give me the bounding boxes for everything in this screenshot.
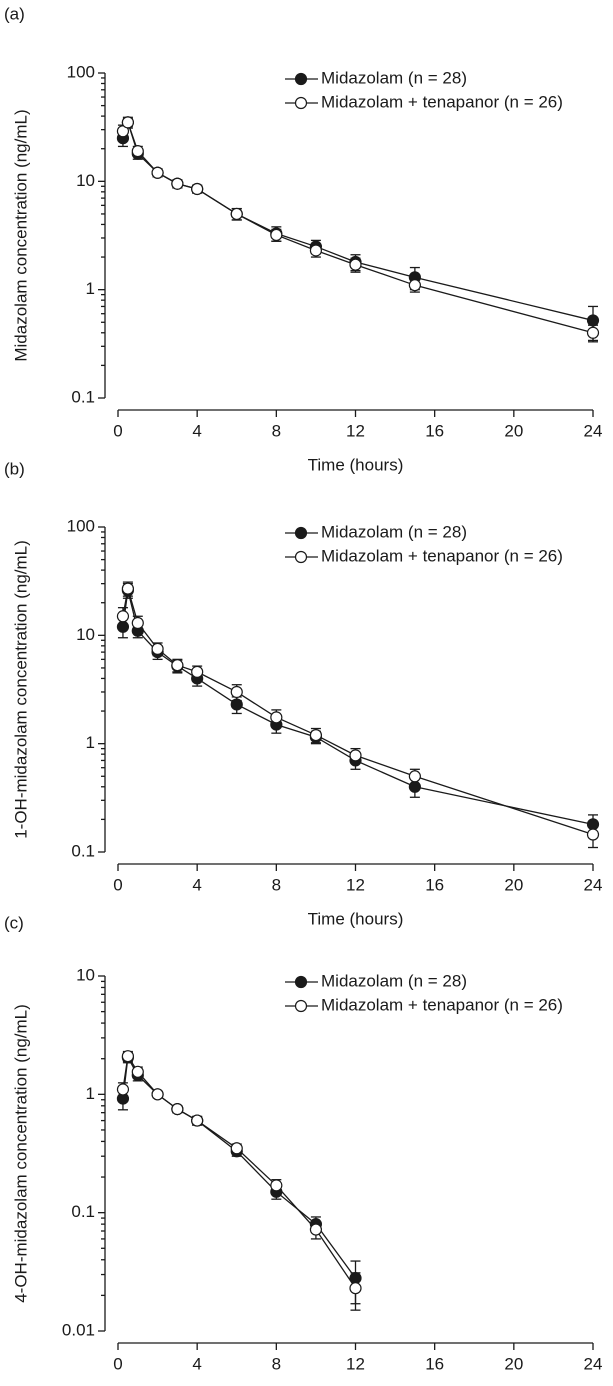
x-tick-label: 4 bbox=[192, 1354, 201, 1373]
x-axis-title: Time (hours) bbox=[308, 909, 404, 928]
y-tick-label: 1 bbox=[86, 733, 95, 752]
panel-label: (a) bbox=[4, 4, 25, 23]
y-tick-label: 100 bbox=[67, 62, 95, 81]
y-tick-label: 100 bbox=[67, 516, 95, 535]
marker bbox=[270, 1179, 283, 1192]
series-line bbox=[122, 1054, 357, 1289]
legend-label: Midazolam + tenapanor (n = 26) bbox=[321, 92, 563, 111]
marker bbox=[309, 728, 323, 742]
marker bbox=[230, 1142, 243, 1155]
series-line bbox=[122, 588, 594, 836]
x-tick-label: 12 bbox=[346, 421, 365, 440]
marker bbox=[349, 258, 362, 271]
marker bbox=[191, 665, 204, 678]
x-tick-label: 8 bbox=[272, 875, 281, 894]
panel-label: (b) bbox=[4, 459, 25, 478]
x-tick-label: 24 bbox=[584, 1354, 603, 1373]
marker bbox=[151, 642, 164, 655]
legend-label: Midazolam (n = 28) bbox=[321, 522, 467, 541]
y-axis-title: 4-OH-midazolam concentration (ng/mL) bbox=[11, 1004, 30, 1303]
marker bbox=[171, 659, 184, 672]
marker bbox=[171, 1103, 184, 1116]
y-tick-label: 0.1 bbox=[71, 841, 95, 860]
marker bbox=[586, 314, 600, 327]
marker bbox=[116, 620, 130, 633]
y-tick-label: 10 bbox=[76, 171, 95, 190]
x-tick-label: 0 bbox=[113, 421, 122, 440]
marker bbox=[586, 818, 600, 831]
marker bbox=[309, 244, 323, 257]
y-tick-label: 1 bbox=[86, 279, 95, 298]
marker bbox=[131, 145, 144, 158]
marker bbox=[270, 228, 283, 242]
x-tick-label: 0 bbox=[113, 1354, 122, 1373]
legend-marker bbox=[294, 96, 308, 110]
y-tick-label: 0.1 bbox=[71, 1202, 95, 1221]
y-tick-label: 0.01 bbox=[62, 1320, 95, 1339]
marker bbox=[171, 177, 184, 190]
x-tick-label: 8 bbox=[272, 1354, 281, 1373]
marker bbox=[230, 207, 243, 221]
series-line bbox=[122, 120, 594, 322]
marker bbox=[349, 1282, 362, 1295]
marker bbox=[349, 1271, 362, 1285]
x-tick-label: 0 bbox=[113, 875, 122, 894]
x-tick-label: 4 bbox=[192, 875, 201, 894]
x-tick-label: 4 bbox=[192, 421, 201, 440]
x-tick-label: 16 bbox=[425, 875, 444, 894]
series-line bbox=[122, 120, 594, 334]
marker bbox=[349, 749, 362, 762]
y-tick-label: 1 bbox=[86, 1084, 95, 1103]
marker bbox=[151, 1088, 164, 1101]
legend-marker bbox=[294, 999, 308, 1013]
marker bbox=[121, 582, 134, 595]
legend-marker bbox=[294, 975, 308, 989]
marker bbox=[270, 711, 283, 724]
series-line bbox=[122, 590, 594, 825]
legend-label: Midazolam + tenapanor (n = 26) bbox=[321, 546, 563, 565]
marker bbox=[116, 610, 130, 623]
y-tick-label: 0.1 bbox=[71, 387, 95, 406]
x-tick-label: 24 bbox=[584, 421, 603, 440]
x-tick-label: 20 bbox=[504, 875, 523, 894]
legend-marker bbox=[294, 526, 308, 540]
y-axis-title: Midazolam concentration (ng/mL) bbox=[11, 109, 30, 361]
marker bbox=[131, 1065, 144, 1078]
x-tick-label: 12 bbox=[346, 1354, 365, 1373]
legend-marker bbox=[294, 550, 308, 564]
marker bbox=[230, 685, 243, 699]
x-axis-title: Time (hours) bbox=[308, 455, 404, 474]
x-tick-label: 16 bbox=[425, 421, 444, 440]
marker bbox=[408, 770, 421, 783]
marker bbox=[586, 828, 600, 841]
marker bbox=[116, 1083, 130, 1096]
marker bbox=[121, 116, 134, 129]
legend-label: Midazolam + tenapanor (n = 26) bbox=[321, 995, 563, 1014]
marker bbox=[230, 698, 243, 711]
x-tick-label: 20 bbox=[504, 1354, 523, 1373]
x-tick-label: 8 bbox=[272, 421, 281, 440]
marker bbox=[131, 616, 144, 630]
y-tick-label: 10 bbox=[76, 965, 95, 984]
marker bbox=[309, 1223, 323, 1236]
x-tick-label: 16 bbox=[425, 1354, 444, 1373]
legend-marker bbox=[294, 72, 308, 86]
y-tick-label: 10 bbox=[76, 625, 95, 644]
x-tick-label: 24 bbox=[584, 875, 603, 894]
y-axis-title: 1-OH-midazolam concentration (ng/mL) bbox=[11, 540, 30, 839]
x-tick-label: 20 bbox=[504, 421, 523, 440]
marker bbox=[121, 1050, 134, 1063]
marker bbox=[408, 279, 421, 292]
marker bbox=[586, 326, 600, 339]
x-tick-label: 12 bbox=[346, 875, 365, 894]
marker bbox=[191, 182, 204, 196]
marker bbox=[191, 1114, 204, 1127]
marker bbox=[408, 780, 421, 793]
panel-label: (c) bbox=[4, 913, 24, 932]
legend-label: Midazolam (n = 28) bbox=[321, 971, 467, 990]
legend-label: Midazolam (n = 28) bbox=[321, 68, 467, 87]
marker bbox=[151, 166, 164, 179]
